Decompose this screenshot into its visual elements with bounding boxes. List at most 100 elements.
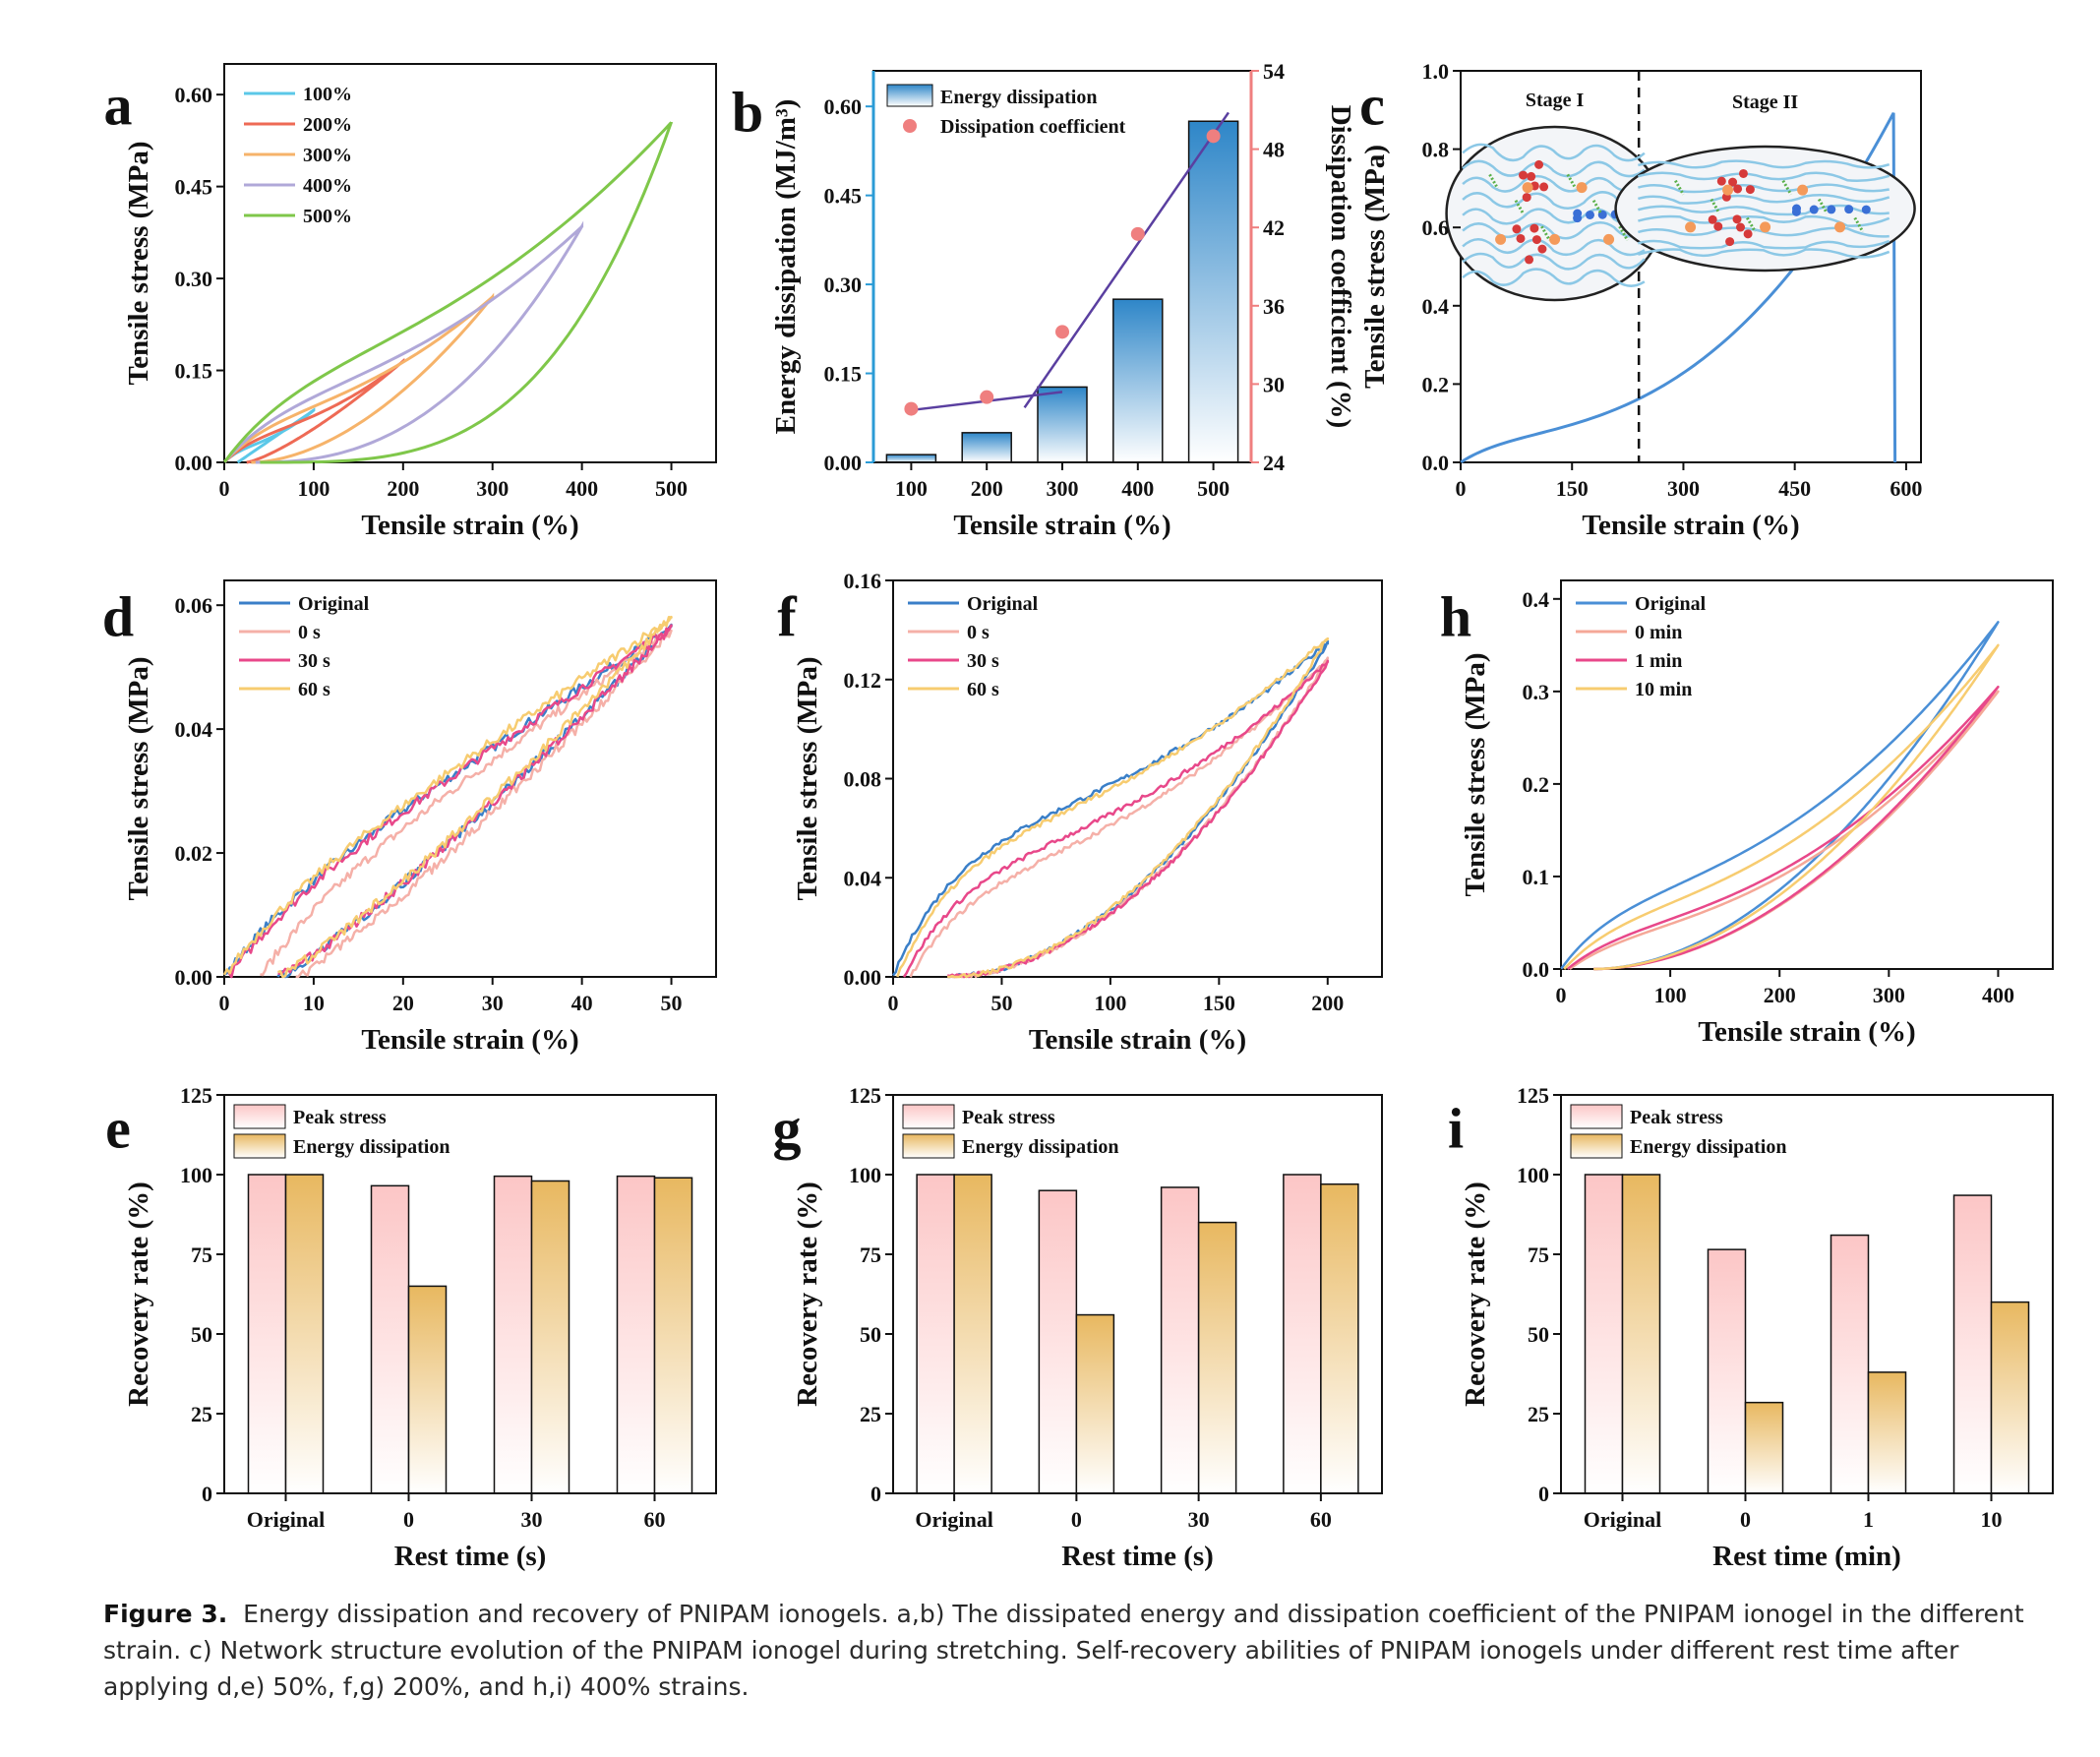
ion-dot [1530,223,1539,233]
ion-dot [1809,205,1819,214]
series-line [909,656,1330,979]
series-line [222,407,316,464]
y-tick-label: 0 [870,1482,881,1506]
x-tick-label: 100 [297,476,330,501]
x-tick-label: 450 [1778,476,1811,501]
y-tick-label: 0.00 [175,451,213,475]
y-tick-label: 125 [849,1083,881,1108]
bar-energy-dissipation [1320,1182,1359,1494]
ion-dot [1760,221,1771,233]
series-line [227,624,673,979]
ion-dot [1585,210,1594,219]
y-tick-label: 0.08 [844,767,882,792]
panel-label-c: c [1359,74,1385,138]
y-axis-label: Tensile stress (MPa) [123,656,154,900]
y-tick-label: 0.00 [844,965,882,990]
hydrogen-bond [1817,198,1829,214]
y-tick-label: 1.0 [1422,59,1450,84]
bar-energy-dissipation [1744,1401,1784,1494]
y-tick-label: 0.30 [175,267,213,291]
x-tick-label: 60 [644,1507,666,1532]
polymer-chain [1462,221,1646,240]
x-tick-label: 150 [1203,991,1235,1015]
series-line [222,121,673,464]
polymer-chain [1462,174,1646,193]
bar-energy-dissipation [953,1174,992,1494]
bar-peak-stress [616,1175,656,1494]
panel-label-e: e [105,1097,131,1161]
legend-label: 10 min [1635,679,1692,700]
y-axis-label: Recovery rate (%) [1460,1181,1491,1407]
polymer-chain [1462,252,1646,271]
x-tick-label: 150 [1556,476,1589,501]
polymer-chain [1462,238,1646,257]
series-line [222,220,584,464]
y-axis-label: Tensile stress (MPa) [1359,145,1391,389]
ion-dot [1527,171,1536,181]
legend-label: 30 s [298,650,330,672]
legend-label: 60 s [967,679,999,700]
panel-label-d: d [102,585,134,649]
y2-tick-label: 36 [1263,294,1285,319]
series-line [222,615,673,979]
legend-swatch [902,1104,955,1129]
y-tick-label: 0.45 [175,175,213,200]
legend-swatch [233,1104,286,1129]
y-tick-label: 25 [860,1402,881,1426]
x-tick-label: 0 [403,1507,414,1532]
y-tick-label: 0.30 [824,273,863,297]
legend-label: Energy dissipation [940,87,1097,108]
polymer-chain [1638,171,1890,183]
y-tick-label: 0.1 [1523,865,1550,889]
x-tick-label: 400 [566,476,598,501]
y-tick-label: 0.15 [175,359,213,384]
x-tick-label: 0 [1071,1507,1082,1532]
point-dissipation-coefficient [1055,325,1069,339]
legend-swatch [886,84,933,107]
plot-frame [223,63,717,463]
x-tick-label: 200 [387,476,419,501]
x-tick-label: 60 [1310,1507,1332,1532]
point-dissipation-coefficient [980,390,994,404]
panel-label-f: f [777,585,797,649]
x-tick-label: 0 [1456,476,1467,501]
legend-label: 400% [303,175,352,197]
ion-dot [1522,193,1531,203]
legend-label: Peak stress [1630,1107,1723,1128]
hydrogen-bond [1566,173,1578,190]
x-tick-label: 300 [1873,983,1905,1007]
ion-dot [1722,184,1734,196]
ion-dot [1738,168,1748,178]
y-axis-label: Tensile stress (MPa) [123,141,154,385]
y-tick-label: 0.45 [824,184,863,209]
panel-label-h: h [1440,585,1471,649]
polymer-chain [1462,143,1646,162]
plot-frame [223,1094,717,1494]
bar-energy-dissipation [1621,1174,1661,1494]
ion-dot [1743,229,1753,239]
y-axis-label: Tensile stress (MPa) [792,656,823,900]
hydrogen-bond [1540,225,1551,241]
y-tick-label: 0.0 [1523,957,1550,982]
ion-dot [1495,233,1507,245]
x-axis-label: Rest time (min) [1712,1541,1901,1572]
figure-caption: Figure 3. Energy dissipation and recover… [103,1596,2056,1705]
ion-dot [1827,205,1836,214]
ion-dot [1685,221,1697,233]
ion-dot [1537,244,1547,254]
x-tick-label: 300 [1667,476,1700,501]
panel-g: Original 0 30 60 g 0 25 50 75 100 125 Rest time (s)… [773,1083,1383,1572]
bar-energy-dissipation [961,432,1012,463]
x-tick-label: 400 [1982,983,2014,1007]
ion-dot [1713,221,1723,231]
y-tick-label: 0 [202,1482,212,1506]
point-dissipation-coefficient [904,401,919,416]
bar-peak-stress [1830,1234,1870,1494]
y-tick-label: 50 [860,1322,881,1347]
x-tick-label: 0 [1740,1507,1751,1532]
y-tick-label: 0.12 [844,668,882,693]
y-tick-label: 0.3 [1523,680,1550,704]
legend-label: Original [1635,593,1707,615]
legend-label: 1 min [1635,650,1682,672]
